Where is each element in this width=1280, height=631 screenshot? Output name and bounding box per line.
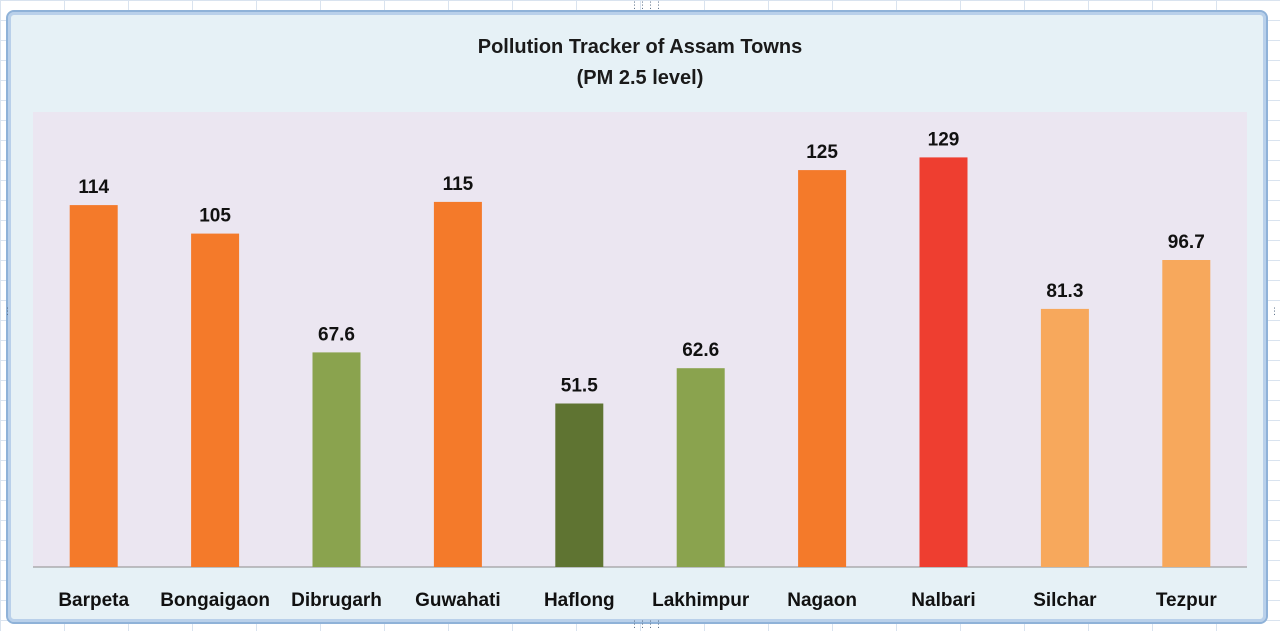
resize-handle-right[interactable]: ⋮ — [1270, 307, 1279, 317]
resize-handle-top[interactable]: ⋮⋮⋮⋮ — [630, 1, 663, 11]
bar-tezpur — [1162, 260, 1211, 567]
category-label-guwahati: Guwahati — [415, 590, 501, 611]
bar-barpeta — [69, 205, 118, 567]
category-label-haflong: Haflong — [544, 590, 615, 611]
value-label-lakhimpur: 62.6 — [682, 340, 719, 361]
value-label-haflong: 51.5 — [561, 376, 598, 397]
bar-nalbari — [919, 157, 968, 567]
value-label-dibrugarh: 67.6 — [318, 324, 355, 345]
category-label-barpeta: Barpeta — [58, 590, 129, 611]
category-label-silchar: Silchar — [1033, 590, 1097, 611]
value-label-barpeta: 114 — [78, 177, 109, 198]
category-label-nalbari: Nalbari — [911, 590, 975, 611]
category-label-nagaon: Nagaon — [787, 590, 857, 611]
bar-guwahati — [433, 201, 482, 567]
bar-silchar — [1040, 308, 1089, 567]
bars-group — [69, 157, 1211, 567]
bar-haflong — [555, 403, 604, 567]
bar-dibrugarh — [312, 352, 361, 567]
value-label-guwahati: 115 — [443, 174, 474, 195]
bar-bongaigaon — [191, 233, 240, 567]
resize-handle-left[interactable]: ⋮ — [3, 307, 12, 317]
value-labels-group: 114 105 67.6 115 51.5 62.6 125 129 81.3 96.7 — [78, 129, 1204, 396]
bar-lakhimpur — [676, 368, 725, 567]
value-label-nalbari: 129 — [928, 129, 960, 150]
chart-title: Pollution Tracker of Assam Towns — [478, 36, 803, 58]
value-label-tezpur: 96.7 — [1168, 232, 1205, 253]
category-label-bongaigaon: Bongaigaon — [160, 590, 270, 611]
category-label-lakhimpur: Lakhimpur — [652, 590, 750, 611]
category-labels-group: Barpeta Bongaigaon Dibrugarh Guwahati Haflon… — [58, 590, 1217, 611]
value-label-silchar: 81.3 — [1046, 281, 1083, 302]
chart-subtitle: (PM 2.5 level) — [577, 67, 704, 89]
value-label-nagaon: 125 — [806, 142, 838, 163]
category-label-dibrugarh: Dibrugarh — [291, 590, 382, 611]
resize-handle-bottom[interactable]: ⋮⋮⋮⋮ — [630, 620, 663, 630]
category-label-tezpur: Tezpur — [1156, 590, 1217, 611]
bar-nagaon — [798, 170, 847, 567]
value-label-bongaigaon: 105 — [199, 206, 231, 227]
